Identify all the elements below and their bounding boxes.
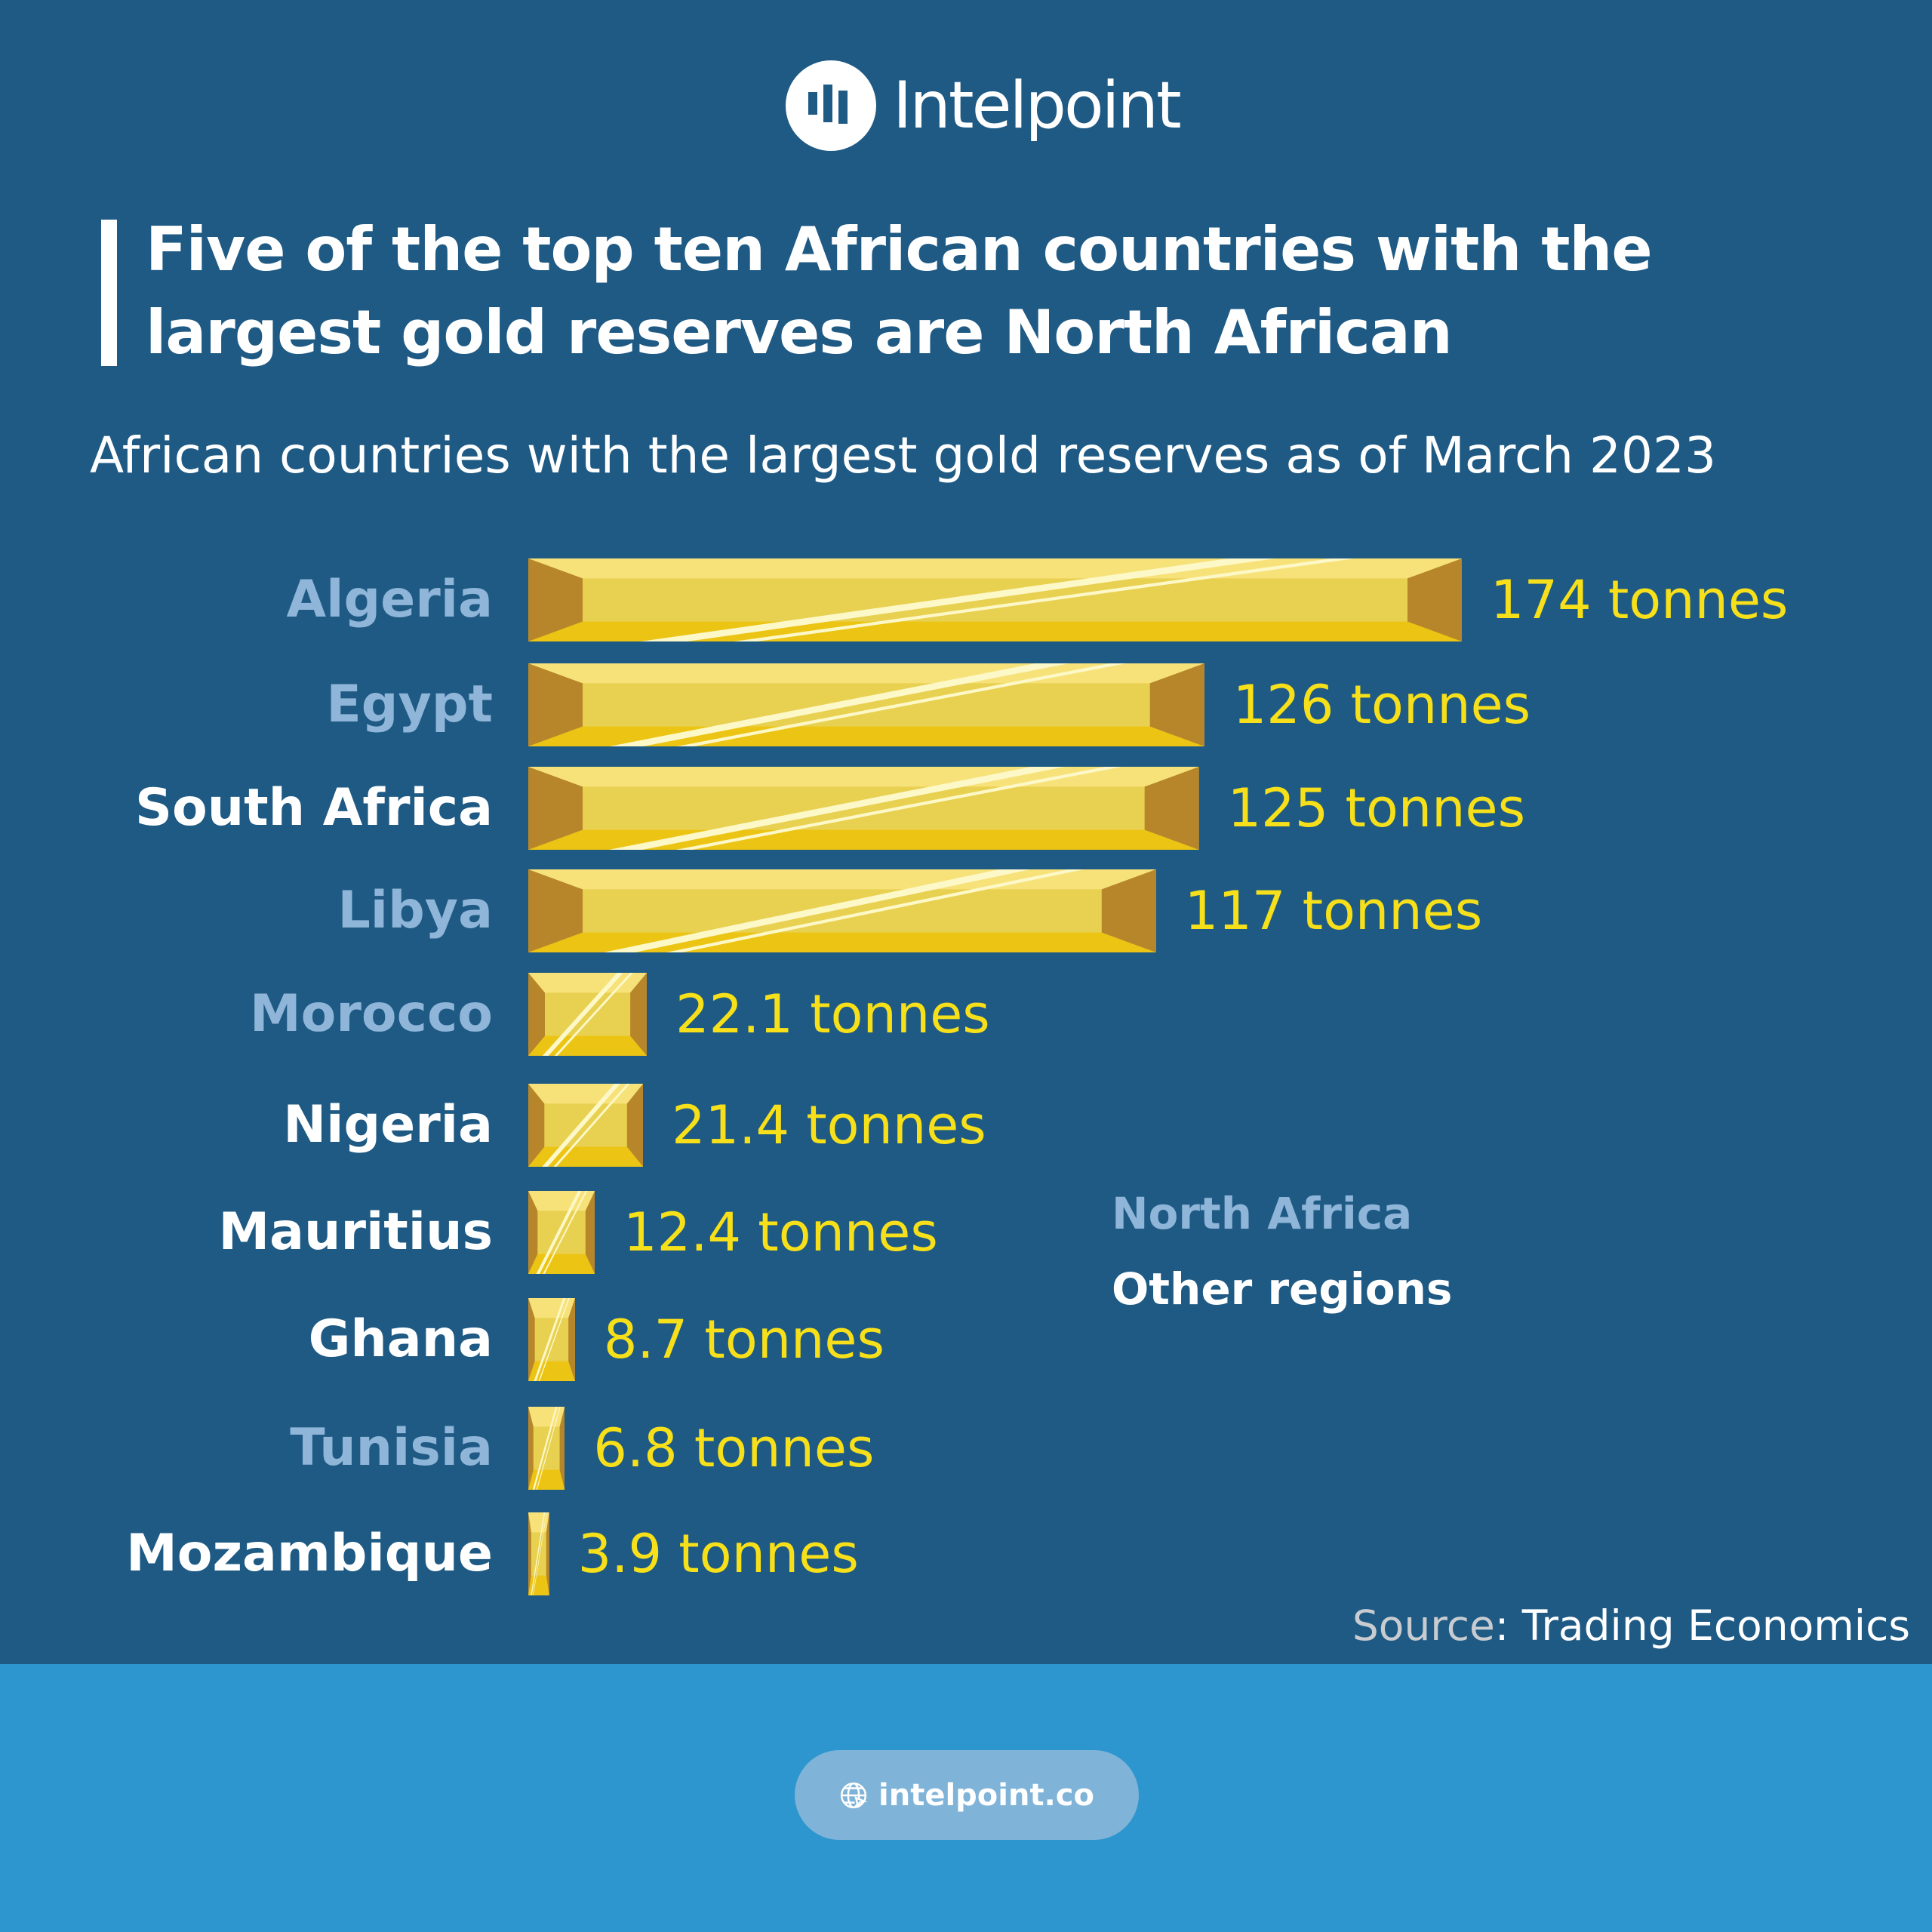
legend-other-regions: Other regions — [1112, 1263, 1453, 1315]
website-link[interactable]: intelpoint.co — [795, 1750, 1139, 1840]
source-note: Source: Trading Economics — [1352, 1601, 1910, 1650]
headline: Five of the top ten African countries wi… — [146, 214, 1653, 368]
value-label: 22.1 tonnes — [675, 983, 990, 1045]
value-label: 174 tonnes — [1491, 569, 1789, 631]
value-label: 12.4 tonnes — [623, 1201, 938, 1263]
category-label: Mauritius — [218, 1202, 493, 1262]
source-text: : Trading Economics — [1494, 1601, 1910, 1650]
bar-algeria — [528, 558, 1462, 641]
category-label: Mozambique — [126, 1524, 493, 1583]
category-label: Ghana — [308, 1309, 493, 1369]
category-label: Libya — [337, 881, 493, 940]
bar-libya — [528, 869, 1156, 952]
category-label: Egypt — [326, 675, 493, 734]
source-label: Source — [1352, 1601, 1495, 1650]
bar-morocco — [528, 973, 648, 1056]
value-label: 21.4 tonnes — [672, 1094, 986, 1156]
value-label: 125 tonnes — [1227, 777, 1526, 839]
value-label: 117 tonnes — [1184, 880, 1483, 942]
chart-subtitle: African countries with the largest gold … — [90, 426, 1716, 485]
bar-south-africa — [528, 767, 1199, 850]
intelpoint-logo: Intelpoint — [786, 60, 1182, 151]
category-label: Algeria — [286, 570, 493, 629]
bar-mauritius — [528, 1191, 595, 1274]
value-label: 3.9 tonnes — [577, 1523, 859, 1585]
bar-tunisia — [528, 1407, 565, 1490]
bar-nigeria — [528, 1084, 644, 1167]
value-label: 126 tonnes — [1232, 674, 1531, 736]
category-label: Tunisia — [290, 1418, 493, 1478]
bar-egypt — [528, 663, 1204, 746]
value-label: 6.8 tonnes — [593, 1417, 875, 1479]
value-label: 8.7 tonnes — [603, 1309, 884, 1371]
category-label: Morocco — [250, 984, 493, 1044]
bar-mozambique — [528, 1512, 549, 1595]
legend-north-africa: North Africa — [1112, 1188, 1413, 1239]
logo-bars-icon — [786, 60, 876, 151]
bar-ghana — [528, 1298, 575, 1381]
category-label: South Africa — [135, 778, 493, 838]
title-accent-bar — [101, 220, 117, 366]
globe-icon — [840, 1782, 868, 1808]
category-label: Nigeria — [283, 1095, 493, 1155]
website-text: intelpoint.co — [878, 1777, 1094, 1813]
logo-text: Intelpoint — [893, 68, 1182, 143]
